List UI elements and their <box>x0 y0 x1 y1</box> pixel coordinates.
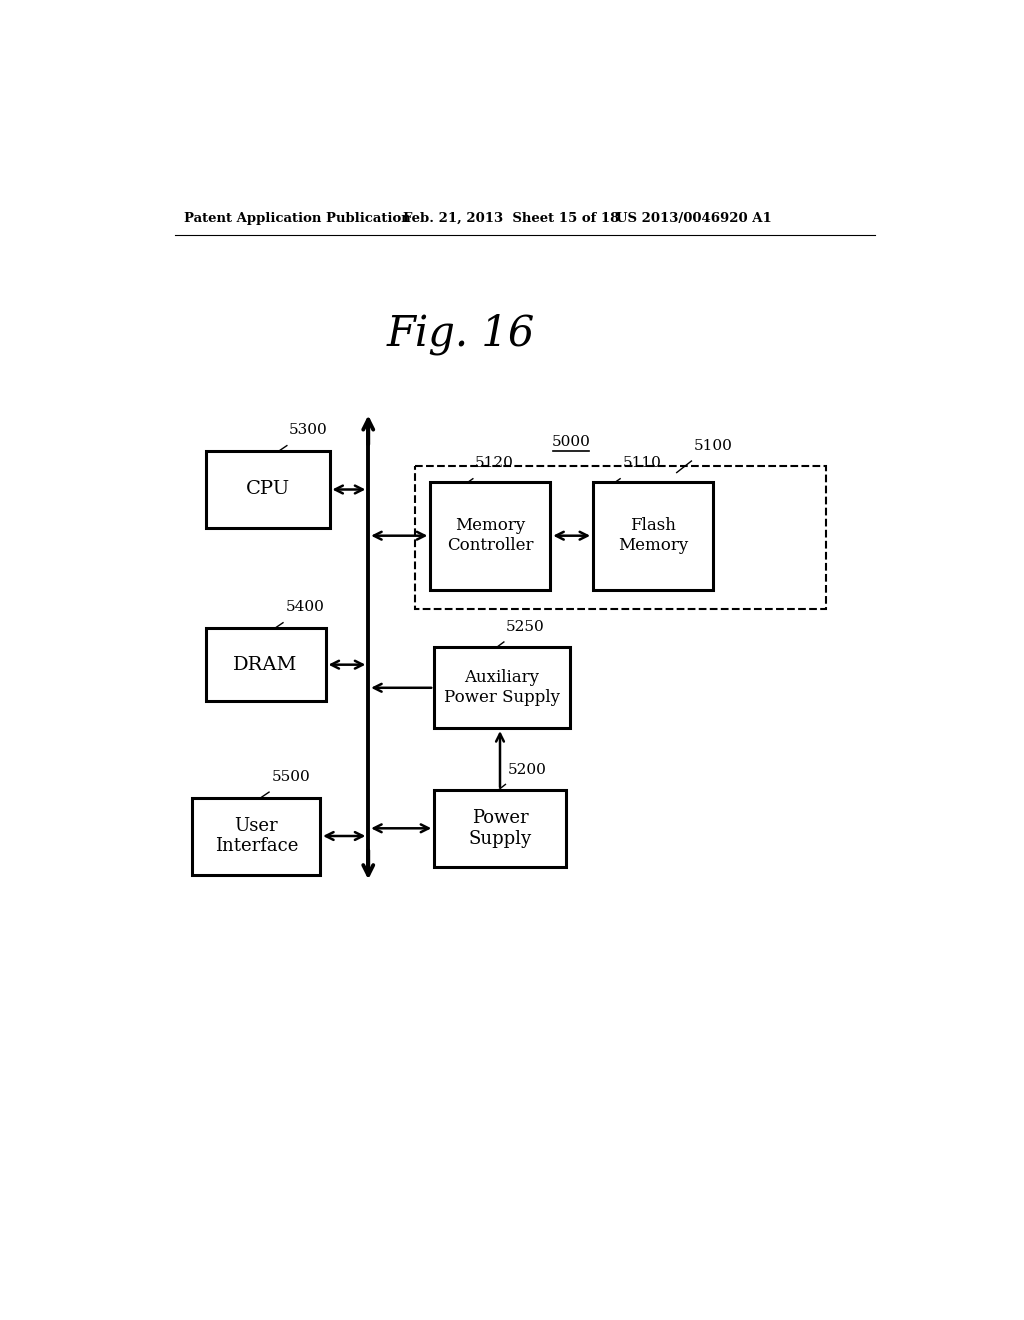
Bar <box>415 466 825 609</box>
Bar <box>434 789 566 867</box>
Text: 5110: 5110 <box>623 457 662 470</box>
Text: 5500: 5500 <box>271 770 310 784</box>
Text: 5250: 5250 <box>506 620 545 635</box>
Bar <box>593 482 713 590</box>
Text: 5000: 5000 <box>552 436 591 449</box>
Text: DRAM: DRAM <box>233 656 298 673</box>
Text: 5400: 5400 <box>286 601 325 614</box>
Bar <box>434 647 569 729</box>
Text: Patent Application Publication: Patent Application Publication <box>183 213 411 224</box>
Text: Flash
Memory: Flash Memory <box>617 517 688 554</box>
Bar <box>193 797 321 874</box>
Text: 5300: 5300 <box>289 424 328 437</box>
Bar <box>430 482 550 590</box>
Text: US 2013/0046920 A1: US 2013/0046920 A1 <box>616 213 772 224</box>
Text: Memory
Controller: Memory Controller <box>447 517 534 554</box>
Text: Feb. 21, 2013  Sheet 15 of 18: Feb. 21, 2013 Sheet 15 of 18 <box>403 213 620 224</box>
Text: Power
Supply: Power Supply <box>468 809 531 847</box>
Bar <box>206 451 330 528</box>
Text: CPU: CPU <box>246 480 290 499</box>
Text: Auxiliary
Power Supply: Auxiliary Power Supply <box>444 669 560 706</box>
Text: 5120: 5120 <box>475 457 514 470</box>
Text: Fig. 16: Fig. 16 <box>387 313 536 355</box>
Bar <box>206 628 326 701</box>
Text: 5100: 5100 <box>693 438 732 453</box>
Text: 5200: 5200 <box>508 763 547 776</box>
Text: User
Interface: User Interface <box>215 817 298 855</box>
